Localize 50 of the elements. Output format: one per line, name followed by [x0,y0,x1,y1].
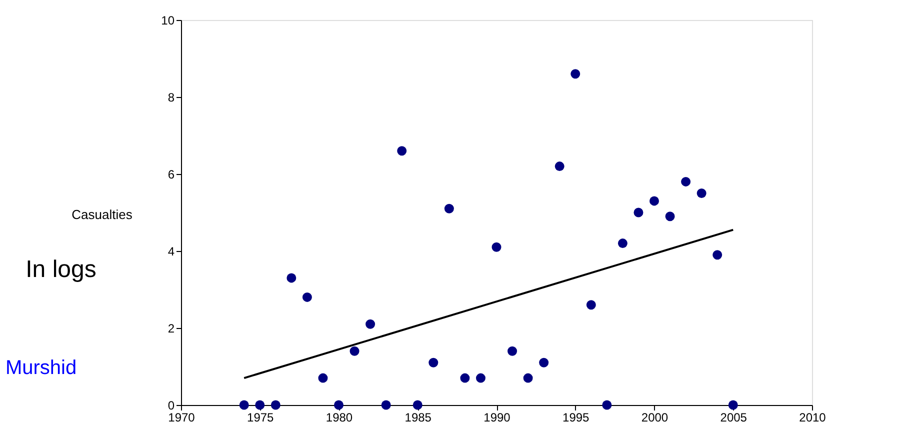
x-tick-label: 1975 [247,410,274,424]
point [350,346,360,356]
point [255,400,265,410]
point [508,346,518,356]
point [334,400,344,410]
x-tick-label: 2000 [641,410,668,424]
text: Murshid [5,357,77,379]
point [712,250,722,260]
point [444,204,454,214]
point [523,373,533,383]
point [728,400,738,410]
point [570,69,580,79]
x-tick-label: 1980 [326,410,353,424]
y-tick-label: 10 [161,14,175,28]
x-tick-label: 1995 [562,410,590,424]
y-tick-label: 0 [168,398,175,412]
x-tick-label: 1970 [168,410,196,424]
point [634,208,644,218]
point [239,400,249,410]
point [602,400,612,410]
text: In logs [26,256,96,283]
point [492,242,502,252]
point [618,238,628,248]
point [428,358,438,368]
point [681,176,691,186]
point [318,373,328,383]
point [366,319,376,329]
point [554,162,564,172]
y-tick-label: 4 [168,244,175,258]
point [381,400,391,410]
point [476,373,486,383]
point [539,358,549,368]
point [665,212,675,222]
point [397,146,407,156]
y-tick-label: 2 [168,322,175,336]
x-tick-label: 1990 [484,410,511,424]
point [586,300,596,310]
point [696,188,706,198]
point [302,292,312,302]
y-axis-title: Casualties [72,207,133,222]
point [270,400,280,410]
y-tick-label: 8 [168,90,175,104]
point [650,196,659,206]
y-tick-label: 6 [168,168,175,182]
x-tick-label: 2005 [720,410,748,424]
point [460,373,470,383]
x-tick-label: 1985 [404,410,432,424]
point [286,273,296,283]
point [412,400,422,410]
x-tick-label: 2010 [799,410,826,424]
